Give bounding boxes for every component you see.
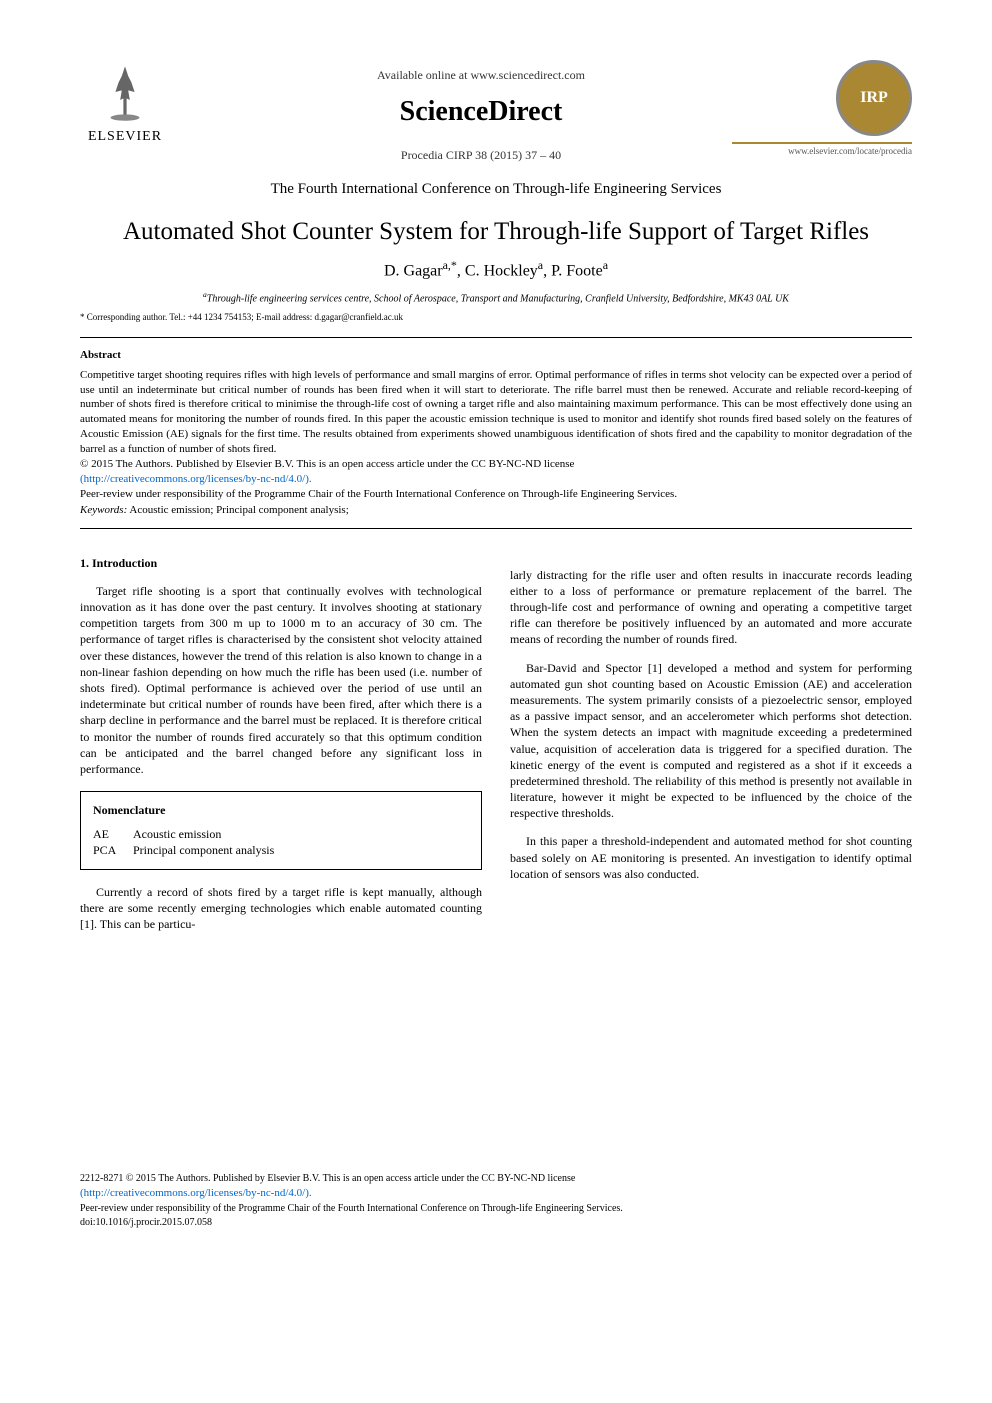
affiliation-text: Through-life engineering services centre… [207,294,789,305]
corresponding-author: * Corresponding author. Tel.: +44 1234 7… [80,312,912,324]
abstract-heading: Abstract [80,348,912,362]
elsevier-logo: ELSEVIER [80,60,170,146]
keywords-text: Acoustic emission; Principal component a… [127,504,349,516]
author-1-sup: a,* [443,258,457,272]
header: ELSEVIER Available online at www.science… [80,60,912,164]
right-column: larly distracting for the rifle user and… [510,555,912,933]
peer-review-line: Peer-review under responsibility of the … [80,488,677,500]
nomenclature-heading: Nomenclature [93,802,469,818]
online-text: Available online at www.sciencedirect.co… [170,68,792,84]
license-link[interactable]: (http://creativecommons.org/licenses/by-… [80,473,312,485]
intro-heading: 1. Introduction [80,555,482,571]
abstract-body: Competitive target shooting requires rif… [80,368,912,502]
conference-name: The Fourth International Conference on T… [80,180,912,200]
irp-logo: IRP www.elsevier.com/locate/procedia [792,60,912,158]
irp-divider [732,142,912,144]
nomen-row-1: AE Acoustic emission [93,826,469,842]
nomen-row-2: PCA Principal component analysis [93,842,469,858]
irp-circle-icon: IRP [836,60,912,136]
copyright-line: © 2015 The Authors. Published by Elsevie… [80,458,574,470]
para-col2-2: Bar-David and Spector [1] developed a me… [510,660,912,822]
elsevier-tree-icon [93,60,157,124]
authors-line: D. Gagara,*, C. Hockleya, P. Footea [80,258,912,282]
nomen-desc-1: Acoustic emission [133,826,221,842]
author-3: , P. Foote [543,263,603,280]
abstract-text: Competitive target shooting requires rif… [80,369,912,455]
nomen-abbr-2: PCA [93,842,133,858]
footer-peer-review: Peer-review under responsibility of the … [80,1202,912,1216]
nomenclature-box: Nomenclature AE Acoustic emission PCA Pr… [80,791,482,870]
center-header: Available online at www.sciencedirect.co… [170,60,792,164]
para-intro-2: Currently a record of shots fired by a t… [80,884,482,933]
nomen-abbr-1: AE [93,826,133,842]
divider-bottom [80,528,912,529]
keywords-label: Keywords: [80,504,127,516]
nomen-desc-2: Principal component analysis [133,842,274,858]
procedia-citation: Procedia CIRP 38 (2015) 37 – 40 [170,148,792,164]
para-col2-1: larly distracting for the rifle user and… [510,567,912,648]
footer-doi: doi:10.1016/j.procir.2015.07.058 [80,1216,912,1230]
para-col2-3: In this paper a threshold-independent an… [510,833,912,882]
sciencedirect-brand: ScienceDirect [170,94,792,130]
para-intro-1: Target rifle shooting is a sport that co… [80,583,482,777]
body-columns: 1. Introduction Target rifle shooting is… [80,555,912,933]
footer-copyright: 2212-8271 © 2015 The Authors. Published … [80,1172,912,1186]
footer-license-link[interactable]: (http://creativecommons.org/licenses/by-… [80,1186,912,1201]
author-2: , C. Hockley [457,263,538,280]
divider-top [80,337,912,338]
irp-url: www.elsevier.com/locate/procedia [788,146,912,158]
keywords-line: Keywords: Acoustic emission; Principal c… [80,503,912,517]
affiliation-line: aThrough-life engineering services centr… [80,290,912,305]
author-3-sup: a [603,258,608,272]
elsevier-text: ELSEVIER [88,128,162,146]
left-column: 1. Introduction Target rifle shooting is… [80,555,482,933]
page-footer: 2212-8271 © 2015 The Authors. Published … [80,1172,912,1229]
paper-title: Automated Shot Counter System for Throug… [80,216,912,249]
author-1: D. Gagar [384,263,443,280]
